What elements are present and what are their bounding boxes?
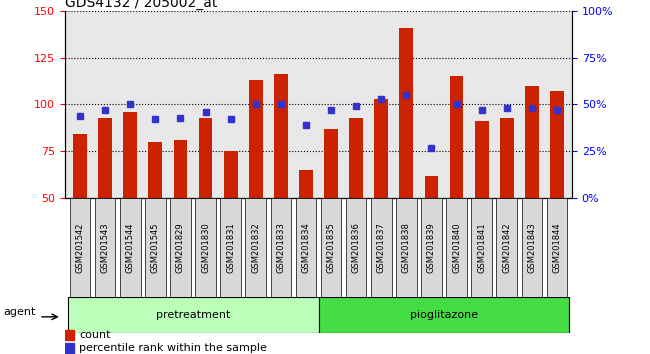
Bar [500,118,514,292]
Bar [274,74,288,292]
Bar [324,129,338,292]
Text: GSM201839: GSM201839 [427,222,436,273]
Bar [525,86,539,292]
Bar [474,121,489,292]
Bar [148,142,162,292]
Text: pioglitazone: pioglitazone [410,310,478,320]
Bar [400,28,413,292]
Bar [249,80,263,292]
FancyBboxPatch shape [70,198,90,297]
FancyBboxPatch shape [318,297,569,333]
Bar [199,118,213,292]
Text: GSM201840: GSM201840 [452,222,461,273]
Bar [450,76,463,292]
FancyBboxPatch shape [396,198,417,297]
Text: GSM201834: GSM201834 [302,222,311,273]
FancyBboxPatch shape [145,198,166,297]
FancyBboxPatch shape [521,198,542,297]
FancyBboxPatch shape [346,198,367,297]
FancyBboxPatch shape [95,198,116,297]
FancyBboxPatch shape [547,198,567,297]
Bar [124,112,137,292]
Text: GSM201545: GSM201545 [151,223,160,273]
Text: GSM201836: GSM201836 [352,222,361,273]
Text: GSM201830: GSM201830 [201,222,210,273]
Bar [299,170,313,292]
Bar [424,176,438,292]
FancyBboxPatch shape [68,297,318,333]
Text: GSM201843: GSM201843 [527,222,536,273]
Text: percentile rank within the sample: percentile rank within the sample [79,343,267,353]
Text: GSM201837: GSM201837 [377,222,385,273]
Text: GSM201842: GSM201842 [502,222,512,273]
Text: GSM201844: GSM201844 [552,222,562,273]
FancyBboxPatch shape [246,198,266,297]
FancyBboxPatch shape [421,198,442,297]
FancyBboxPatch shape [497,198,517,297]
Text: GSM201832: GSM201832 [252,222,260,273]
FancyBboxPatch shape [120,198,140,297]
FancyBboxPatch shape [296,198,317,297]
Text: count: count [79,330,110,340]
Text: agent: agent [3,307,36,316]
Bar [65,343,74,354]
Text: GSM201841: GSM201841 [477,222,486,273]
FancyBboxPatch shape [195,198,216,297]
FancyBboxPatch shape [220,198,241,297]
Bar [65,330,74,341]
FancyBboxPatch shape [270,198,291,297]
Text: GSM201542: GSM201542 [75,223,84,273]
Text: GSM201833: GSM201833 [276,222,285,273]
Bar [174,140,187,292]
Bar [550,91,564,292]
Bar [349,118,363,292]
Text: GSM201831: GSM201831 [226,222,235,273]
Text: GSM201543: GSM201543 [101,222,110,273]
Bar [224,152,237,292]
Text: GSM201829: GSM201829 [176,222,185,273]
Text: GSM201838: GSM201838 [402,222,411,273]
FancyBboxPatch shape [170,198,190,297]
Text: pretreatment: pretreatment [156,310,230,320]
Bar [374,99,388,292]
Text: GDS4132 / 205002_at: GDS4132 / 205002_at [65,0,217,10]
FancyBboxPatch shape [371,198,391,297]
Bar [98,118,112,292]
FancyBboxPatch shape [471,198,492,297]
Bar [73,135,87,292]
FancyBboxPatch shape [447,198,467,297]
Text: GSM201544: GSM201544 [125,223,135,273]
FancyBboxPatch shape [320,198,341,297]
Text: GSM201835: GSM201835 [326,222,335,273]
